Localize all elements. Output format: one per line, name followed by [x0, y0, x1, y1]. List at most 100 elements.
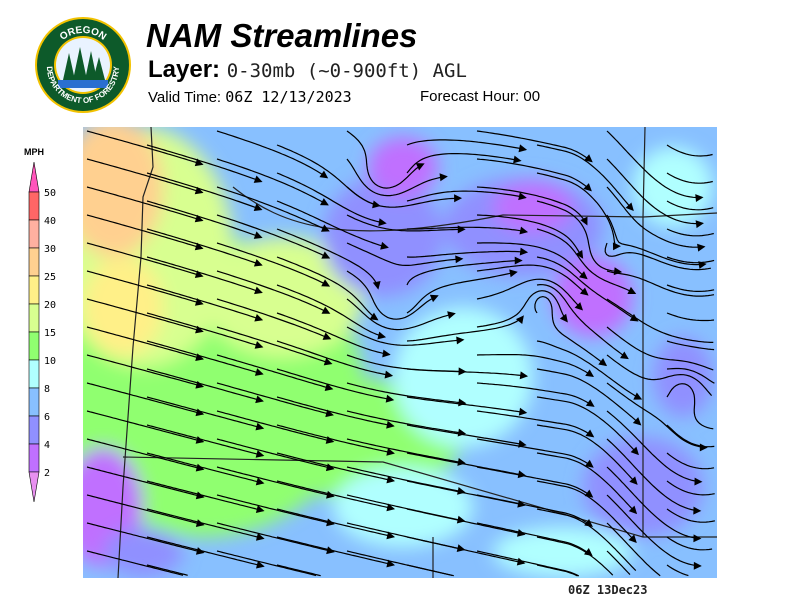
streamline — [146, 452, 264, 484]
streamline-arrow — [585, 399, 595, 407]
legend-label: 6 — [44, 412, 50, 423]
streamline-arrow — [386, 447, 395, 456]
legend-label: 10 — [44, 356, 56, 367]
streamline — [146, 536, 264, 567]
streamline-arrow — [694, 477, 703, 486]
streamline — [666, 172, 713, 184]
streamline — [606, 494, 701, 567]
streamline-arrow — [322, 332, 332, 340]
streamline — [216, 326, 332, 365]
streamline — [86, 298, 203, 332]
streamline-arrow — [514, 256, 523, 265]
streamline-arrow — [580, 216, 588, 226]
streamline-arrow — [579, 271, 588, 280]
streamline — [606, 550, 631, 576]
streamline-arrow — [697, 243, 706, 252]
legend-bin — [28, 219, 40, 249]
streamline — [406, 153, 521, 174]
streamline — [606, 382, 707, 449]
streamline — [346, 242, 463, 266]
streamline — [146, 368, 263, 402]
streamline — [476, 278, 583, 311]
streamline — [346, 438, 465, 464]
legend-bottom-arrow — [28, 471, 40, 503]
streamline-arrow — [385, 394, 395, 403]
legend-unit: MPH — [24, 147, 44, 157]
streamline-arrow — [518, 407, 528, 416]
streamline-arrow — [253, 175, 263, 183]
streamline-arrow — [254, 341, 264, 349]
streamline — [86, 214, 203, 249]
streamline-arrow — [447, 311, 456, 319]
streamline — [346, 270, 438, 320]
streamline-arrow — [195, 353, 204, 361]
streamline — [86, 326, 203, 360]
streamline — [86, 382, 204, 415]
streamline-arrow — [321, 251, 331, 259]
streamline — [146, 340, 263, 375]
legend-bin — [28, 443, 40, 473]
svg-text:OREGON: OREGON — [58, 25, 108, 43]
streamline-arrow — [579, 287, 589, 296]
legend-label: 20 — [44, 300, 56, 311]
streamline-arrow — [194, 242, 204, 251]
streamline — [216, 410, 334, 443]
streamline — [534, 295, 607, 366]
streamline-arrow — [378, 218, 387, 227]
streamline-arrow — [415, 163, 425, 171]
valid-time: Valid Time: 06Z 12/13/2023 — [148, 88, 352, 106]
streamline-arrow — [633, 392, 643, 400]
streamline — [276, 284, 385, 338]
streamline-arrow — [377, 331, 387, 340]
streamline — [346, 158, 447, 197]
streamline — [666, 144, 713, 157]
streamline — [666, 340, 715, 351]
streamline — [666, 424, 715, 448]
streamline — [406, 139, 526, 151]
legend-top-arrow — [28, 161, 40, 193]
streamline — [606, 214, 706, 266]
streamline — [86, 410, 204, 443]
streamline — [666, 452, 715, 470]
streamline — [606, 158, 703, 225]
streamline-arrow — [429, 294, 439, 303]
streamline — [536, 424, 638, 485]
streamline — [216, 550, 317, 577]
streamline-arrow — [630, 446, 639, 456]
streamline-arrow — [574, 302, 584, 311]
streamline-arrow — [325, 409, 334, 418]
streamline — [406, 424, 526, 446]
streamline-arrow — [253, 259, 263, 267]
streamline — [146, 172, 262, 211]
streamline — [536, 144, 634, 211]
streamline — [476, 494, 593, 527]
streamline-arrow — [518, 192, 527, 201]
streamline-arrow — [439, 173, 448, 182]
streamline — [606, 466, 701, 540]
streamline — [216, 158, 328, 206]
streamline — [666, 383, 714, 430]
streamline — [86, 438, 204, 470]
streamline-arrow — [625, 202, 634, 212]
streamline — [346, 382, 466, 404]
streamline — [146, 144, 262, 183]
streamline — [476, 214, 584, 259]
layer-value: 0-30mb (~0-900ft) AGL — [226, 60, 467, 82]
streamline-arrow — [320, 224, 330, 232]
streamline-arrow — [194, 214, 204, 223]
streamline — [276, 200, 388, 248]
streamline-arrow — [628, 534, 637, 544]
streamline — [476, 290, 568, 328]
streamline — [276, 228, 379, 289]
streamline-arrow — [575, 249, 584, 259]
streamline — [146, 564, 188, 576]
streamline — [536, 396, 639, 455]
streamline-arrow — [194, 270, 204, 279]
streamline — [476, 186, 588, 225]
streamline-arrow — [627, 286, 637, 294]
valid-time-label: Valid Time: — [148, 89, 222, 106]
streamline — [536, 340, 642, 400]
streamline — [146, 228, 262, 266]
legend-bin — [28, 303, 40, 333]
streamline — [476, 158, 592, 191]
